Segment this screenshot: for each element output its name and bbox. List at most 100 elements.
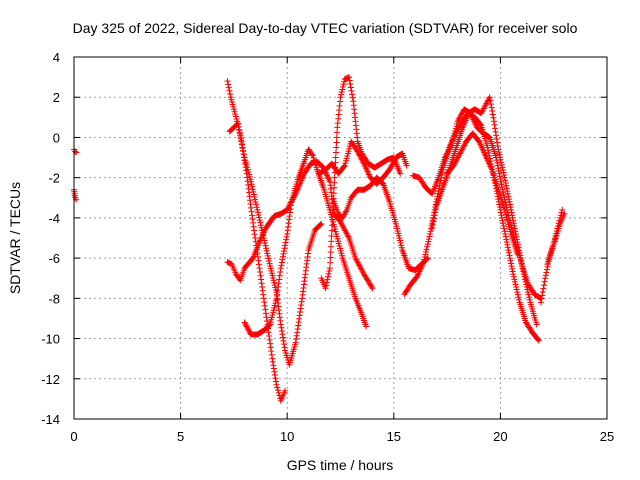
data-point bbox=[432, 209, 439, 216]
data-point bbox=[496, 173, 503, 180]
data-point bbox=[253, 201, 260, 208]
data-point bbox=[308, 151, 315, 158]
data-point bbox=[504, 190, 511, 197]
data-point bbox=[278, 259, 285, 266]
data-point bbox=[425, 236, 432, 243]
data-point bbox=[346, 77, 353, 84]
data-point bbox=[358, 156, 365, 163]
data-point bbox=[236, 130, 243, 137]
data-point bbox=[537, 299, 544, 306]
data-point bbox=[254, 209, 261, 216]
data-point bbox=[498, 181, 505, 188]
data-point bbox=[499, 217, 506, 224]
data-point bbox=[538, 295, 545, 302]
data-point bbox=[356, 152, 363, 159]
data-point bbox=[455, 117, 462, 124]
data-point bbox=[391, 157, 398, 164]
data-point bbox=[258, 280, 265, 287]
data-point bbox=[330, 195, 337, 202]
data-point bbox=[331, 184, 338, 191]
data-point bbox=[497, 178, 504, 185]
y-tick-labels: -14 -12 -10 -8 -6 -4 -2 0 2 4 bbox=[41, 50, 60, 427]
data-point bbox=[338, 89, 345, 96]
data-point bbox=[317, 221, 324, 228]
data-point bbox=[558, 209, 565, 216]
data-point bbox=[255, 261, 262, 268]
data-point bbox=[357, 153, 364, 160]
data-point bbox=[263, 314, 270, 321]
data-point bbox=[278, 324, 285, 331]
data-point bbox=[504, 244, 511, 251]
data-point bbox=[533, 321, 540, 328]
data-point bbox=[497, 176, 504, 183]
data-point bbox=[500, 169, 507, 176]
data-point bbox=[257, 222, 264, 229]
data-point bbox=[268, 348, 275, 355]
data-point bbox=[332, 149, 339, 156]
data-point bbox=[254, 250, 261, 257]
data-point bbox=[539, 292, 546, 299]
data-point bbox=[431, 215, 438, 222]
data-point bbox=[526, 294, 533, 301]
data-point bbox=[253, 246, 260, 253]
data-point bbox=[349, 94, 356, 101]
data-point bbox=[268, 351, 275, 358]
data-point bbox=[542, 272, 549, 279]
data-point bbox=[267, 340, 274, 347]
series-arc-13 bbox=[544, 210, 568, 268]
data-point bbox=[277, 265, 284, 272]
data-point bbox=[368, 283, 375, 290]
data-point bbox=[421, 256, 428, 263]
data-point bbox=[329, 222, 336, 229]
data-point bbox=[347, 84, 354, 91]
data-point bbox=[323, 282, 330, 289]
series-arc-7 bbox=[331, 174, 431, 274]
data-point bbox=[498, 212, 505, 219]
data-point bbox=[234, 121, 241, 128]
series-arc-10 bbox=[429, 94, 540, 328]
data-point bbox=[505, 193, 512, 200]
data-point bbox=[457, 112, 464, 119]
data-point bbox=[509, 212, 516, 219]
data-point bbox=[283, 236, 290, 243]
data-point bbox=[348, 87, 355, 94]
data-point bbox=[502, 199, 509, 206]
data-point bbox=[504, 188, 511, 195]
data-point bbox=[235, 120, 242, 127]
data-point bbox=[503, 236, 510, 243]
data-point bbox=[267, 344, 274, 351]
data-point bbox=[441, 154, 448, 161]
data-point bbox=[520, 271, 527, 278]
data-point bbox=[269, 358, 276, 365]
data-point bbox=[266, 333, 273, 340]
data-point bbox=[260, 295, 267, 302]
data-point bbox=[539, 289, 546, 296]
data-point bbox=[264, 252, 271, 259]
data-point bbox=[503, 182, 510, 189]
data-point bbox=[500, 189, 507, 196]
data-point bbox=[260, 291, 267, 298]
data-point bbox=[326, 265, 333, 272]
data-point bbox=[333, 139, 340, 146]
data-point bbox=[247, 204, 254, 211]
data-point bbox=[505, 196, 512, 203]
data-point bbox=[511, 225, 518, 232]
data-point bbox=[354, 148, 361, 155]
x-tick-label: 0 bbox=[70, 429, 77, 444]
data-point bbox=[327, 259, 334, 266]
data-point bbox=[502, 177, 509, 184]
data-point bbox=[225, 84, 232, 91]
data-point bbox=[274, 384, 281, 391]
data-point bbox=[492, 128, 499, 135]
x-tick-label: 20 bbox=[493, 429, 507, 444]
data-point bbox=[514, 251, 521, 258]
data-point bbox=[445, 147, 452, 154]
data-point bbox=[514, 289, 521, 296]
data-point bbox=[498, 159, 505, 166]
data-point bbox=[456, 115, 463, 122]
data-point bbox=[387, 165, 394, 172]
data-point bbox=[332, 154, 339, 161]
data-point bbox=[446, 146, 453, 153]
data-point bbox=[496, 151, 503, 158]
data-point bbox=[390, 158, 397, 165]
